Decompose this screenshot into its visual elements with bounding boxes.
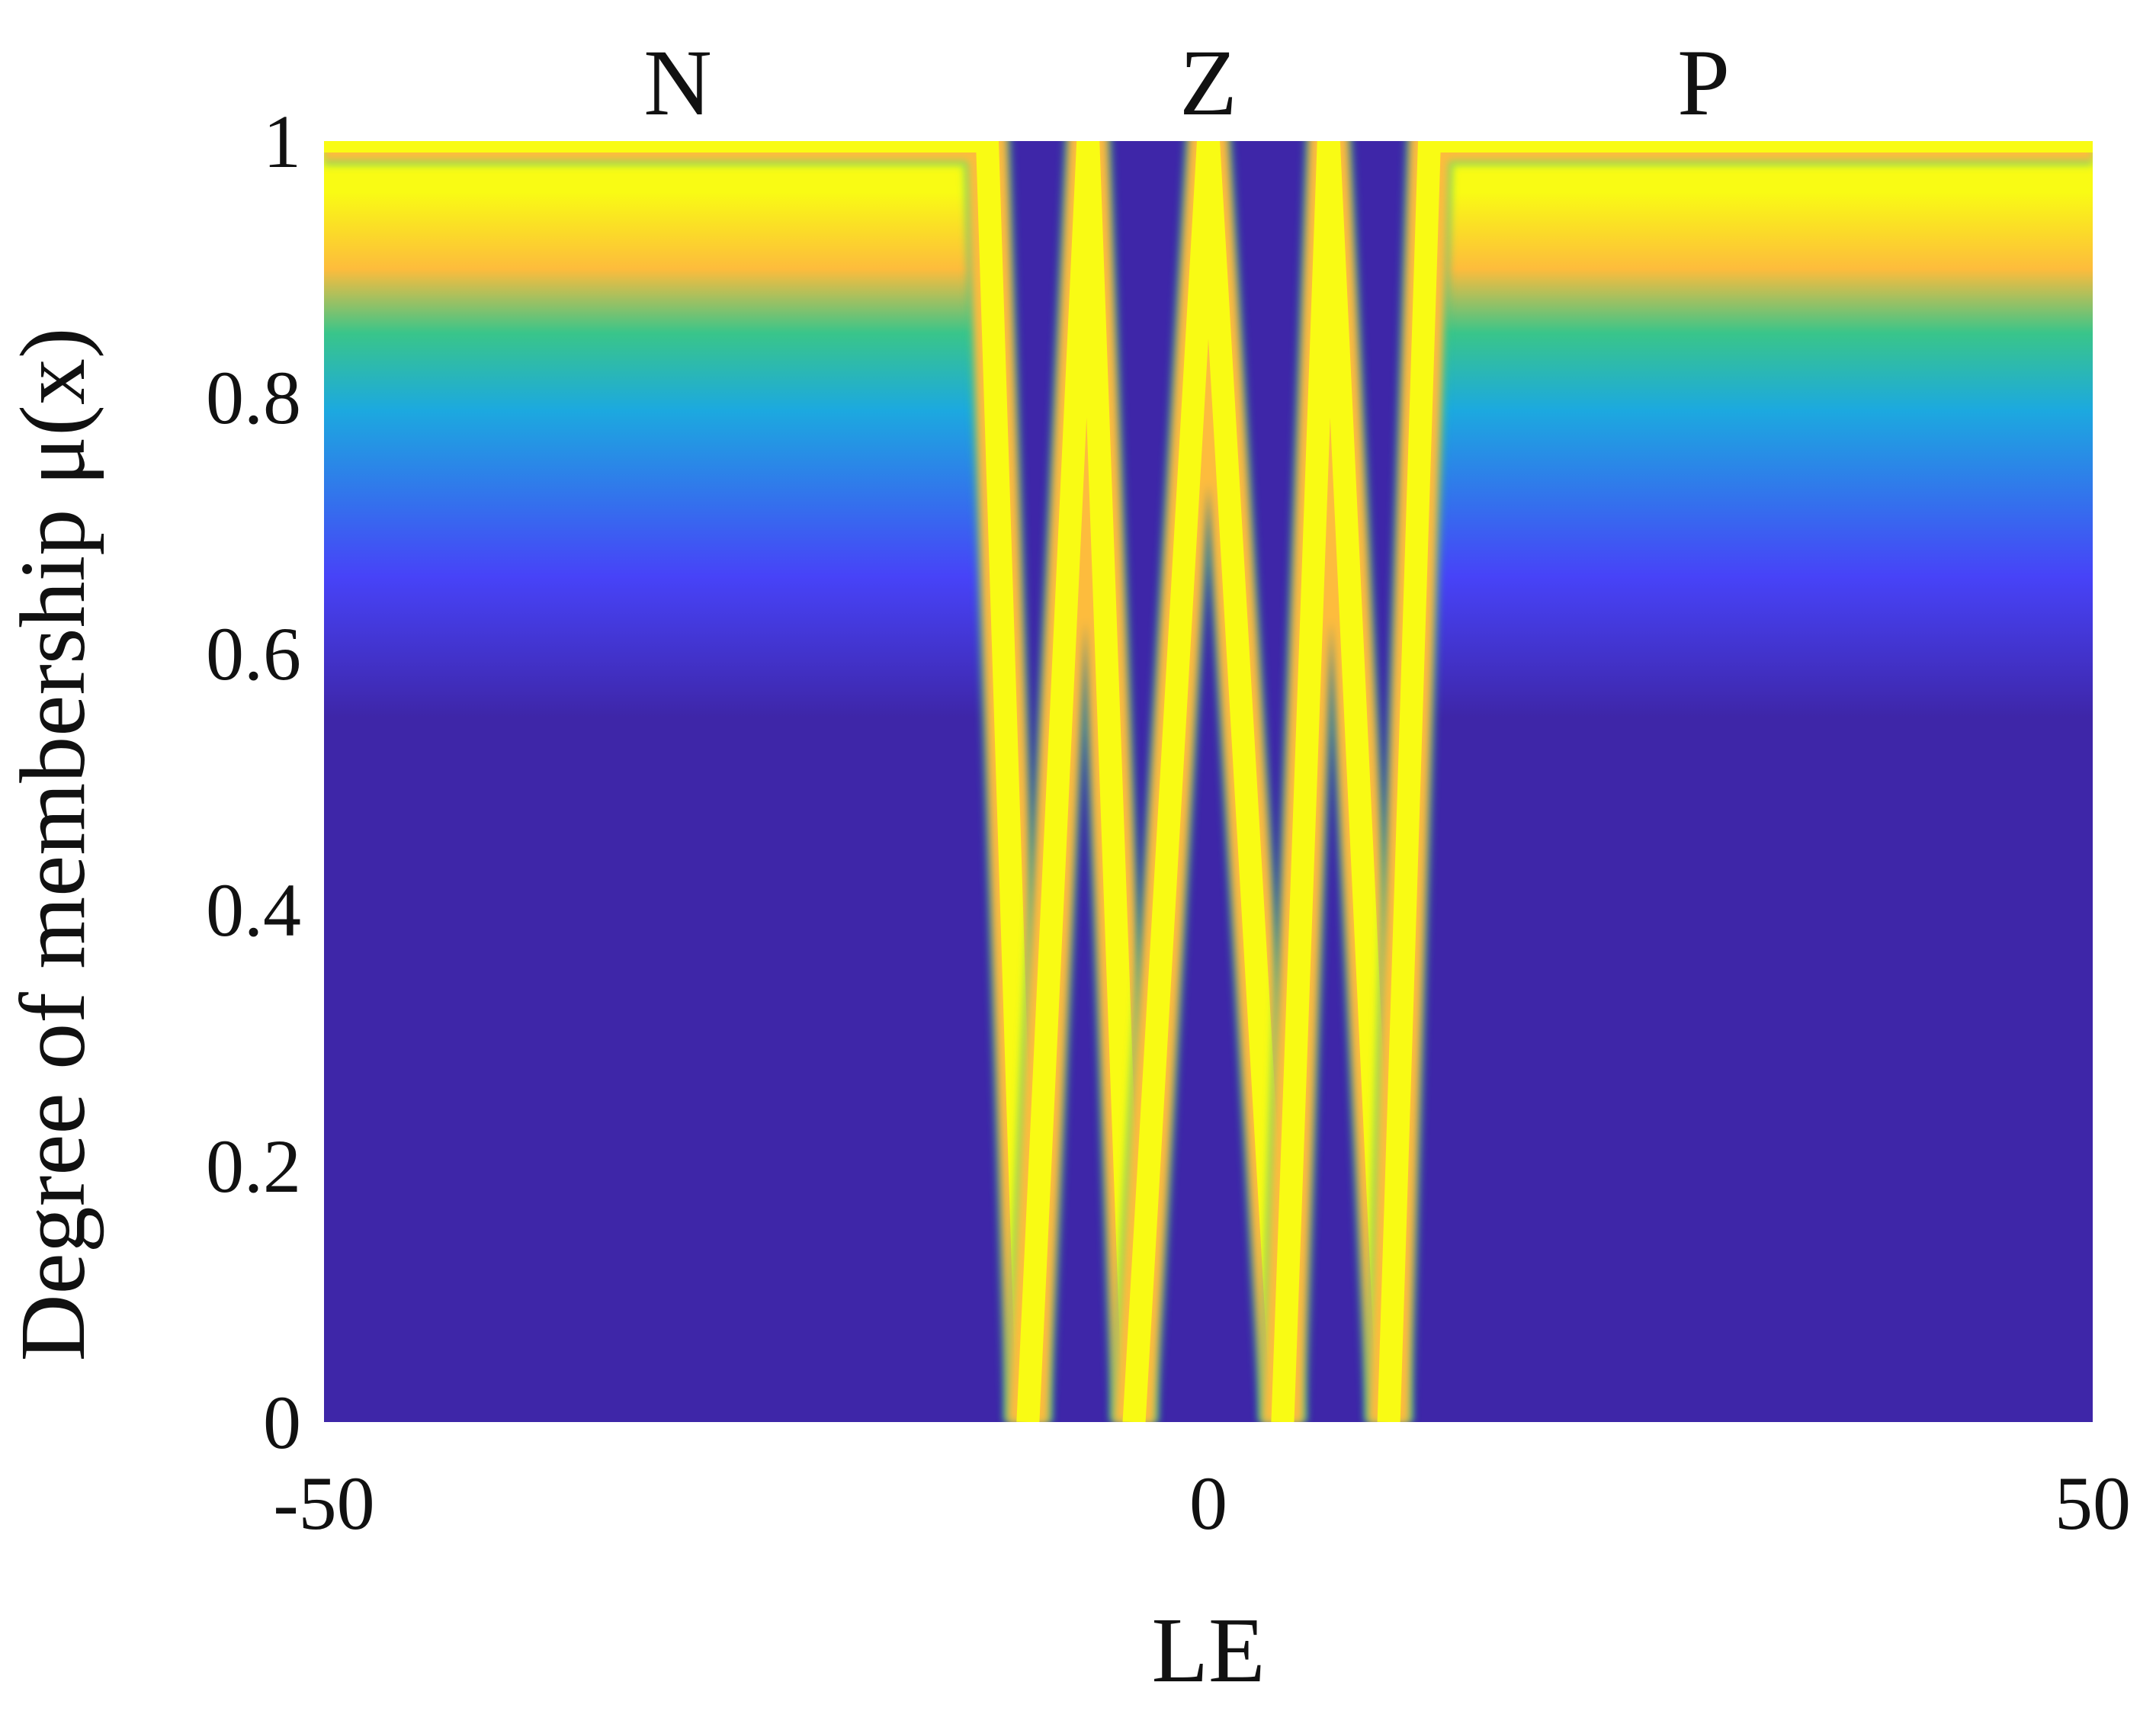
membership-curve-0 <box>324 141 1040 1422</box>
y-tick-label: 0.6 <box>206 612 301 696</box>
y-axis-ticks: 0 0.2 0.4 0.6 0.8 1 <box>206 99 301 1465</box>
plot-area <box>324 141 2093 1422</box>
y-tick-label: 0.8 <box>206 355 301 440</box>
x-tick-label: 50 <box>2055 1461 2131 1546</box>
set-label-p: P <box>1677 30 1730 135</box>
y-axis-title: Degree of membership μ(x) <box>2 327 104 1361</box>
set-label-z: Z <box>1179 30 1237 135</box>
membership-curves <box>324 141 2093 1422</box>
membership-curve-1 <box>1016 141 1146 1422</box>
y-tick-label: 0.4 <box>206 868 301 952</box>
membership-curve-3 <box>1271 141 1400 1422</box>
x-tick-label: -50 <box>273 1461 374 1546</box>
plateau-band-4 <box>1429 141 2093 1422</box>
plateau-band-0 <box>324 141 987 1422</box>
set-label-n: N <box>643 30 712 135</box>
x-tick-label: 0 <box>1189 1461 1227 1546</box>
y-tick-label: 0 <box>263 1380 301 1465</box>
x-axis-title: LE <box>1151 1599 1265 1702</box>
membership-curve-4 <box>1377 141 2093 1422</box>
y-tick-label: 0.2 <box>206 1124 301 1209</box>
x-axis-ticks: -50 0 50 <box>273 1461 2131 1546</box>
membership-curve-2 <box>1122 141 1295 1422</box>
plateau-bands <box>324 141 2093 1422</box>
y-tick-label: 1 <box>263 99 301 184</box>
